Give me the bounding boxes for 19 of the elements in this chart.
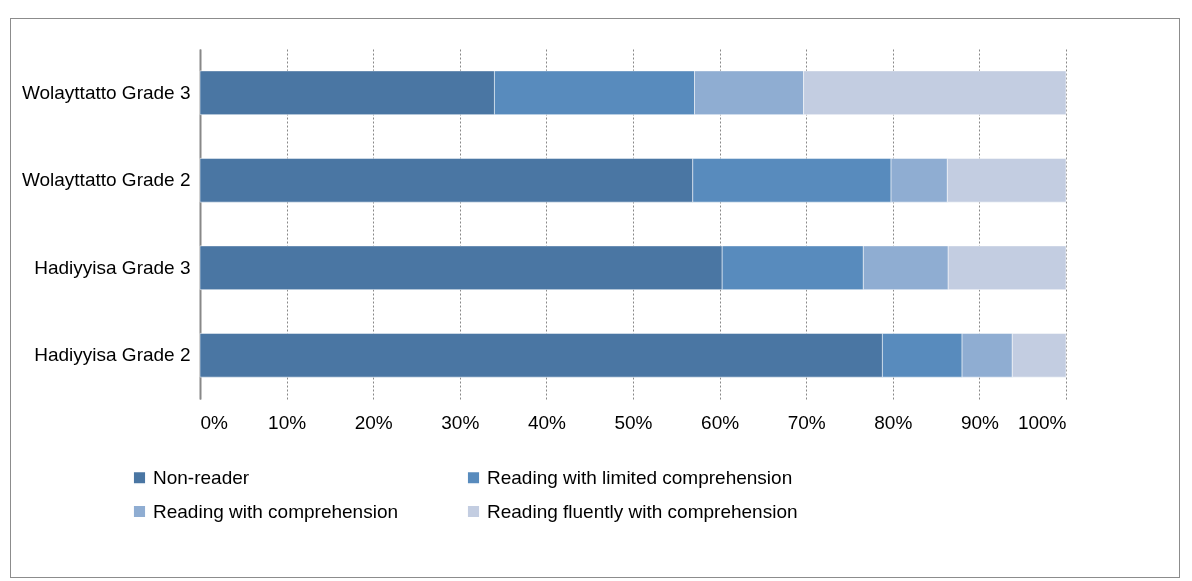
- x-tick-label: 30%: [441, 411, 480, 433]
- x-tick-label: 60%: [701, 411, 740, 433]
- y-tick-label: Wolayttatto Grade 2: [21, 169, 191, 191]
- y-tick-label: Wolayttatto Grade 3: [21, 81, 191, 103]
- x-tick-label: 20%: [354, 411, 393, 433]
- y-tick-label: Hadiyyisa Grade 3: [34, 256, 191, 278]
- legend-label: Reading with comprehension: [153, 500, 399, 522]
- x-tick-label: 50%: [614, 411, 653, 433]
- legend-label: Reading fluently with comprehension: [487, 500, 798, 522]
- x-tick-label: 90%: [960, 411, 1000, 433]
- legend-label: Non-reader: [153, 466, 250, 488]
- x-tick-label: 70%: [787, 411, 826, 433]
- x-tick-label: 10%: [268, 411, 307, 433]
- x-tick-label: 80%: [874, 411, 913, 433]
- x-tick-label: 100%: [1017, 411, 1067, 433]
- x-tick-label: 0%: [200, 411, 229, 433]
- x-tick-label: 40%: [527, 411, 567, 433]
- legend-label: Reading with limited comprehension: [487, 466, 793, 488]
- y-tick-label: Hadiyyisa Grade 2: [34, 344, 191, 366]
